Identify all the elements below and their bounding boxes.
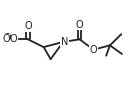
Text: O: O xyxy=(90,45,97,55)
Text: O: O xyxy=(24,21,32,31)
Text: O: O xyxy=(2,34,10,44)
Text: N: N xyxy=(61,37,68,47)
Text: O: O xyxy=(76,20,83,30)
Text: O: O xyxy=(10,34,17,44)
Text: O: O xyxy=(3,33,11,43)
